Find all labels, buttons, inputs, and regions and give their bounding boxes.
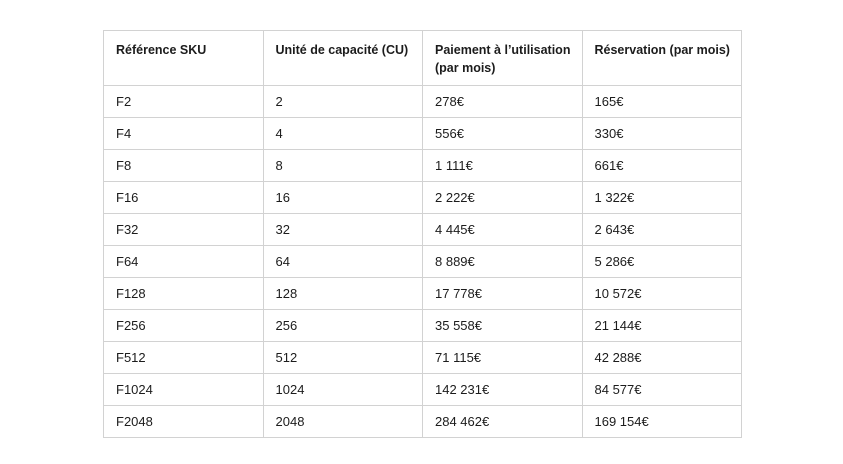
table-header: Référence SKU Unité de capacité (CU) Paiem… [103, 30, 742, 86]
sku-cell: F2 [103, 85, 264, 118]
reservation-price-cell: 165€ [581, 85, 742, 118]
payg-price-cell: 142 231€ [422, 373, 583, 406]
payg-price-cell: 556€ [422, 117, 583, 150]
sku-cell: F1024 [103, 373, 264, 406]
sku-cell: F16 [103, 181, 264, 214]
payg-price-cell: 278€ [422, 85, 583, 118]
capacity-units-cell: 16 [262, 181, 423, 214]
payg-price-cell: 2 222€ [422, 181, 583, 214]
capacity-units-cell: 64 [262, 245, 423, 278]
payg-price-cell: 71 115€ [422, 341, 583, 374]
sku-cell: F256 [103, 309, 264, 342]
reservation-price-cell: 169 154€ [581, 405, 742, 438]
table-row-f32: F32 32 4 445€ 2 643€ [103, 213, 742, 246]
capacity-units-cell: 2 [262, 85, 423, 118]
table-row-f8: F8 8 1 111€ 661€ [103, 149, 742, 182]
capacity-units-cell: 128 [262, 277, 423, 310]
table-body: F2 2 278€ 165€ F4 4 556€ 330€ F8 8 1 111€ 661€ F16 16… [103, 85, 742, 438]
table-row-f2: F2 2 278€ 165€ [103, 85, 742, 118]
column-header-payg-monthly: Paiement à l’utilisation (par mois) [422, 30, 583, 86]
capacity-units-cell: 8 [262, 149, 423, 182]
sku-cell: F512 [103, 341, 264, 374]
sku-cell: F64 [103, 245, 264, 278]
sku-cell: F32 [103, 213, 264, 246]
sku-cell: F4 [103, 117, 264, 150]
reservation-price-cell: 661€ [581, 149, 742, 182]
capacity-units-cell: 256 [262, 309, 423, 342]
sku-cell: F128 [103, 277, 264, 310]
capacity-units-cell: 32 [262, 213, 423, 246]
payg-price-cell: 4 445€ [422, 213, 583, 246]
header-row: Référence SKU Unité de capacité (CU) Paiem… [103, 30, 742, 86]
table-row-f64: F64 64 8 889€ 5 286€ [103, 245, 742, 278]
column-header-sku: Référence SKU [103, 30, 264, 86]
sku-cell: F2048 [103, 405, 264, 438]
reservation-price-cell: 10 572€ [581, 277, 742, 310]
reservation-price-cell: 5 286€ [581, 245, 742, 278]
column-header-capacity-units: Unité de capacité (CU) [262, 30, 423, 86]
table-row-f256: F256 256 35 558€ 21 144€ [103, 309, 742, 342]
sku-pricing-table: Référence SKU Unité de capacité (CU) Paiem… [103, 30, 742, 438]
reservation-price-cell: 84 577€ [581, 373, 742, 406]
sku-cell: F8 [103, 149, 264, 182]
reservation-price-cell: 1 322€ [581, 181, 742, 214]
table-row-f2048: F2048 2048 284 462€ 169 154€ [103, 405, 742, 438]
capacity-units-cell: 512 [262, 341, 423, 374]
reservation-price-cell: 42 288€ [581, 341, 742, 374]
payg-price-cell: 17 778€ [422, 277, 583, 310]
table-row-f128: F128 128 17 778€ 10 572€ [103, 277, 742, 310]
reservation-price-cell: 21 144€ [581, 309, 742, 342]
capacity-units-cell: 1024 [262, 373, 423, 406]
capacity-units-cell: 4 [262, 117, 423, 150]
payg-price-cell: 8 889€ [422, 245, 583, 278]
payg-price-cell: 1 111€ [422, 149, 583, 182]
table-row-f1024: F1024 1024 142 231€ 84 577€ [103, 373, 742, 406]
payg-price-cell: 284 462€ [422, 405, 583, 438]
column-header-reservation-monthly: Réservation (par mois) [581, 30, 742, 86]
table-row-f16: F16 16 2 222€ 1 322€ [103, 181, 742, 214]
capacity-units-cell: 2048 [262, 405, 423, 438]
reservation-price-cell: 330€ [581, 117, 742, 150]
table-row-f4: F4 4 556€ 330€ [103, 117, 742, 150]
reservation-price-cell: 2 643€ [581, 213, 742, 246]
table-row-f512: F512 512 71 115€ 42 288€ [103, 341, 742, 374]
payg-price-cell: 35 558€ [422, 309, 583, 342]
